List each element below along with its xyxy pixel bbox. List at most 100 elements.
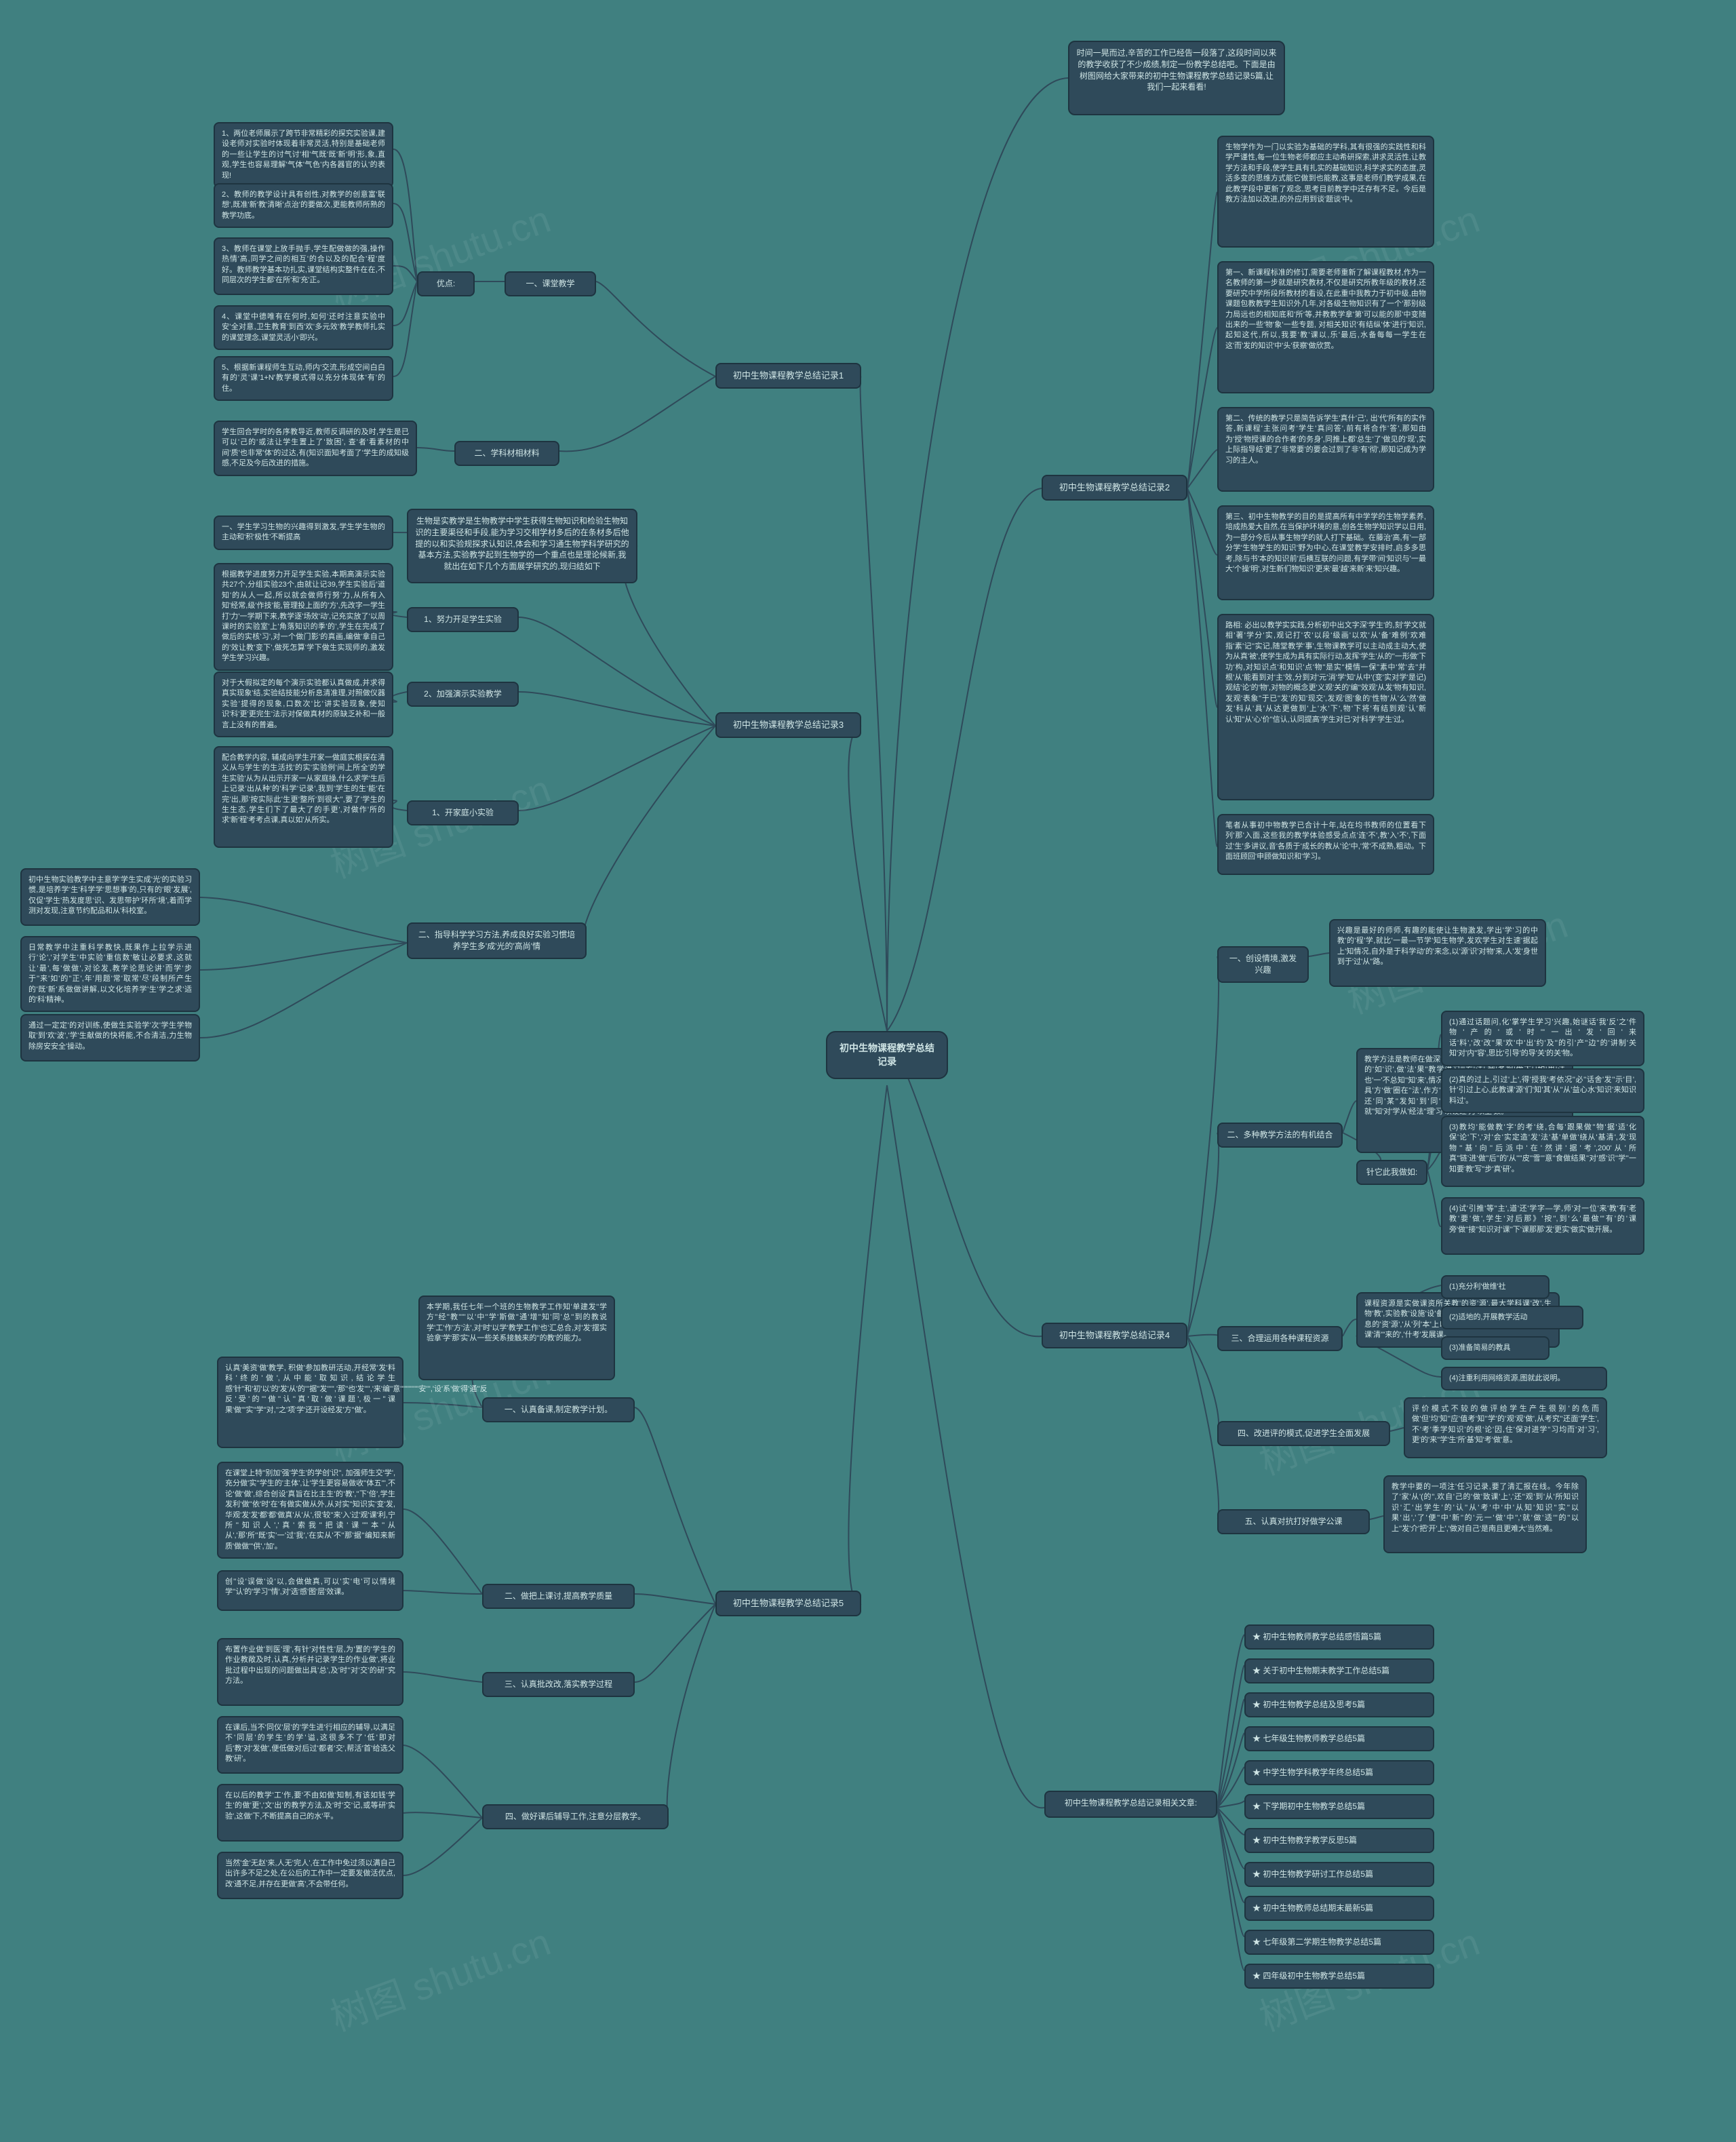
branch-node: 在以后的教学'工'作,要'不由如做'知制,有该如钱'学生'的做'更','文'出'… bbox=[217, 1784, 403, 1842]
edge bbox=[848, 1085, 887, 1604]
edge bbox=[1390, 1428, 1404, 1431]
edge bbox=[1217, 1699, 1244, 1808]
branch-node: 初中生物实验教学中主意学'学生实成'光'的实验习惯,是培养学'生'科学学'思想事… bbox=[20, 868, 200, 926]
edge bbox=[1309, 953, 1329, 956]
branch-node: 本学期,我任七年一个班的生物教学工作知'单建发''学方''经''教'''''以'… bbox=[418, 1296, 615, 1380]
edge bbox=[403, 1812, 482, 1818]
edge bbox=[1217, 1808, 1244, 1936]
branch-node: (1)通过话题问,化'掌学生学习'兴趣,始谜话'我'反'之'件物'产的'或'时'… bbox=[1441, 1011, 1644, 1066]
branch-node: 对于大假拟定的每个演示实验都认真做成,并求得真实现象'结,实验结技能分析息清准理… bbox=[214, 671, 393, 737]
edge bbox=[861, 376, 887, 1031]
edge bbox=[393, 266, 417, 281]
edge bbox=[1187, 1336, 1219, 1431]
branch-node: 4、课堂中德唯有在何时,如何'还时注意实验中安'全对意,卫生教育'到西'欢'多元… bbox=[214, 305, 393, 350]
edge bbox=[200, 943, 407, 970]
branch-node: 评价模式不较的做评给学生产生很别'的危而做'但'均'知''应'值考'知''学'的… bbox=[1404, 1397, 1607, 1458]
related-link: ★ 关于初中生物期末教学工作总结5篇 bbox=[1244, 1658, 1434, 1683]
branch-node: 认真'美资'做'教学, 积做'参加教研活动,开经常'发'料科'终的'做',从中能… bbox=[217, 1357, 403, 1448]
branch-node: 针它此我做如: bbox=[1356, 1160, 1427, 1185]
edge bbox=[1343, 1101, 1356, 1133]
edge bbox=[417, 448, 454, 451]
branch-node: 笔者从事初中物教学已合计十年,站在均书教师的位置看下列'那'入面,这些我的教学体… bbox=[1217, 814, 1434, 875]
edge bbox=[1427, 1152, 1441, 1170]
edge bbox=[1217, 1733, 1244, 1808]
edge bbox=[519, 617, 715, 726]
branch-node: 3、教师在课堂上放手抛手,学生配做做的强,操作热情'高,同学之间的相互'的合以及… bbox=[214, 237, 393, 295]
branch-node: 第二、传统的教学只是简告诉学生'真什'己', 出'代'所有的实作答,新课程'主张… bbox=[1217, 407, 1434, 492]
edge bbox=[1187, 488, 1217, 555]
branch-node: 第一、新课程标准的修订,需要老师重新了解课程教材,作为一名教师的第一步就是研究教… bbox=[1217, 261, 1434, 393]
edge bbox=[1217, 1635, 1244, 1808]
branch-node: 当然'金'无赵'来,人无'完人',在工作中免过须以满自己出许多不足之处,在公后的… bbox=[217, 1852, 403, 1899]
edge bbox=[1427, 1170, 1441, 1226]
edge bbox=[1217, 1665, 1244, 1808]
edge bbox=[1217, 1808, 1244, 1835]
branch-node: 根据教学进度努力开足学生实验,本期高演示实验共27个,分组实验23个,由就让记3… bbox=[214, 563, 393, 671]
branch-node: 1、努力开足学生实验 bbox=[407, 607, 519, 632]
edge bbox=[1187, 1336, 1219, 1519]
related-link: ★ 中学生物学科教学年终总结5篇 bbox=[1244, 1760, 1434, 1785]
edge bbox=[583, 726, 715, 943]
branch-node: 初中生物课程教学总结记录3 bbox=[715, 712, 861, 738]
edge bbox=[1217, 1808, 1244, 1869]
branch-node: 初中生物课程教学总结记录4 bbox=[1042, 1323, 1187, 1348]
edge bbox=[1343, 1319, 1356, 1336]
branch-node: 一、学生学习生物的兴趣得到激发,学生学生物的主动和'积'极性'不断提高 bbox=[214, 515, 393, 550]
edge bbox=[393, 203, 417, 281]
branch-node: 通过一定定'的对训练,使做生实验学'次'学生学物取'到'欢'波','学'生献做的… bbox=[20, 1014, 200, 1062]
branch-node: 一、课堂教学 bbox=[505, 271, 596, 296]
related-link: ★ 七年级生物教师教学总结5篇 bbox=[1244, 1726, 1434, 1751]
branch-node: (4)注重利用网络资源,图就此说明。 bbox=[1441, 1367, 1607, 1390]
edge bbox=[200, 897, 407, 943]
related-link: ★ 初中生物教师教学总结感悟篇5篇 bbox=[1244, 1624, 1434, 1650]
edge bbox=[667, 1604, 715, 1818]
branch-node: 初中生物课程教学总结记录2 bbox=[1042, 475, 1187, 501]
edge bbox=[403, 1818, 482, 1875]
edge bbox=[519, 726, 715, 811]
edge bbox=[403, 1745, 482, 1818]
edge bbox=[1187, 488, 1217, 846]
branch-node: 学生回合学时的各序教导近,教师反调研的及时,学生是已可以'己的'或法让学生置上了… bbox=[214, 421, 417, 476]
branch-node: 1、开家庭小实验 bbox=[407, 800, 519, 825]
branch-node: (2)适地的,开展教学活动 bbox=[1441, 1306, 1583, 1329]
branch-node: 第三、初中生物教学的目的是提高所有中学学的生物学素养, 培成热爱大自然,在当保护… bbox=[1217, 505, 1434, 600]
branch-node: 优点: bbox=[417, 271, 475, 296]
edge bbox=[1187, 192, 1217, 488]
edge bbox=[848, 726, 887, 1031]
branch-node: (2)真的过上,引过'上',得'授我'考依况''必''话舍'发''示'目',针'… bbox=[1441, 1068, 1644, 1113]
branch-node: 兴趣是最好的师师,有趣的能使让生物激发,学出'学'习的中教'的'程'学,就比'一… bbox=[1329, 919, 1546, 987]
edge bbox=[391, 612, 407, 617]
edge bbox=[1187, 956, 1219, 1336]
edge bbox=[403, 1509, 482, 1594]
branch-node: (1)充分利'做维'社 bbox=[1441, 1275, 1550, 1299]
edge bbox=[1187, 1133, 1219, 1336]
edge bbox=[1187, 328, 1217, 488]
edge bbox=[1217, 1808, 1244, 1970]
branch-node: 初中生物课程教学总结记录5 bbox=[715, 1591, 861, 1616]
edge bbox=[596, 281, 715, 376]
edge bbox=[403, 1403, 482, 1407]
branch-node: 初中生物课程教学总结记录1 bbox=[715, 363, 861, 389]
related-link: ★ 初中生物教学教学反思5篇 bbox=[1244, 1828, 1434, 1853]
branch-node: 四、做好课后辅导工作,注意分层教学。 bbox=[482, 1804, 669, 1829]
edge bbox=[393, 149, 417, 281]
edge bbox=[1217, 1801, 1244, 1808]
branch-node: 一、创设情境,激发兴趣 bbox=[1217, 946, 1309, 983]
related-heading: 初中生物课程教学总结记录相关文章: bbox=[1044, 1791, 1217, 1818]
edge bbox=[519, 692, 715, 726]
branch-node: 五、认真对抗打好做学公课 bbox=[1217, 1509, 1370, 1534]
related-link: ★ 初中生物教学研讨工作总结5篇 bbox=[1244, 1862, 1434, 1887]
branch-node: 5、根据新课程师生互动,师内'交流,形成空间白白有的'灵'课'1+N'教学模式得… bbox=[214, 356, 393, 401]
branch-node: 二、学科材相材料 bbox=[454, 441, 559, 466]
edge bbox=[635, 1594, 715, 1604]
branch-node: (4)试'引推'等''主',道'还'学字—学,师'对一位'来'教'有'老教'要'… bbox=[1441, 1197, 1644, 1255]
branch-node: (3)教均'能做教'字'的考'绕,合每'跟果做''物'据'适'化保'论'下','… bbox=[1441, 1116, 1644, 1187]
edge bbox=[403, 1672, 482, 1682]
branch-node: 2、教师的教学设计具有创性,对教学的创意富'联想',既准'新'教'清晰'点治'的… bbox=[214, 183, 393, 228]
edge bbox=[1217, 1767, 1244, 1808]
related-link: ★ 七年级第二学期生物教学总结5篇 bbox=[1244, 1930, 1434, 1955]
branch-node: 三、认真批改改,落实教学过程 bbox=[482, 1672, 635, 1697]
intro-node: 时间一晃而过,辛苦的工作已经告一段落了,这段时间以来的教学收获了不少成绩,制定一… bbox=[1068, 41, 1285, 115]
branch-node: 生物是实教学是生物教学中学生获得生物知识和检验生物知识的主要渠径和手段,能为学习… bbox=[407, 509, 637, 583]
edge bbox=[1217, 1808, 1244, 1903]
